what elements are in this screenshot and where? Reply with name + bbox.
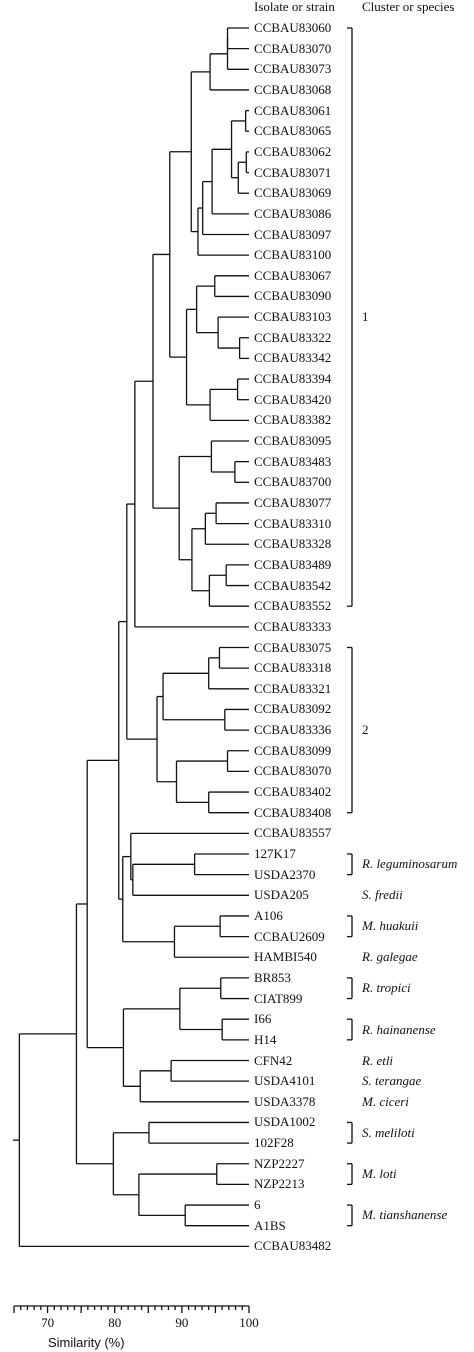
leaf-label: CCBAU83318: [254, 660, 332, 676]
cluster-label: S. terangae: [362, 1073, 422, 1089]
leaf-label: USDA3378: [254, 1093, 316, 1109]
x-axis-label: Similarity (%): [48, 1335, 125, 1350]
leaf-label: CCBAU83069: [254, 185, 332, 201]
leaf-label: CCBAU83070: [254, 40, 332, 56]
leaf-label: CCBAU83067: [254, 267, 332, 283]
axis-tick-label: 90: [175, 1315, 189, 1330]
leaf-label: CCBAU83095: [254, 433, 332, 448]
leaf-label: CCBAU83552: [254, 598, 332, 614]
leaf-label: CCBAU83322: [254, 329, 332, 345]
leaf-label: USDA205: [254, 887, 309, 903]
leaf-label: 127K17: [254, 846, 296, 861]
leaf-label: BR853: [254, 969, 291, 985]
leaf-label: CCBAU83070: [254, 763, 332, 779]
leaf-label: CCBAU2609: [254, 928, 325, 944]
leaf-label: 6: [254, 1197, 261, 1213]
leaf-label: CCBAU83700: [254, 474, 332, 490]
leaf-label: CCBAU83100: [254, 247, 332, 263]
axis-tick-label: 70: [41, 1315, 55, 1330]
leaf-label: CCBAU83557: [254, 825, 332, 841]
leaf-label: CCBAU83065: [254, 123, 332, 139]
cluster-label: 2: [362, 722, 369, 738]
leaf-label: H14: [254, 1031, 277, 1047]
leaf-label: CCBAU83092: [254, 701, 332, 717]
leaf-label: CCBAU83394: [254, 371, 332, 387]
cluster-column-header: Cluster or species: [362, 0, 455, 14]
leaf-label: CFN42: [254, 1052, 293, 1068]
leaf-label: CCBAU83542: [254, 577, 332, 593]
leaf-label: CCBAU83062: [254, 143, 332, 159]
cluster-label: 1: [362, 309, 369, 325]
leaf-label: CCBAU83068: [254, 81, 332, 97]
leaf-label: CCBAU83097: [254, 226, 332, 242]
leaf-label: CCBAU83077: [254, 494, 332, 510]
cluster-label: R. tropici: [362, 980, 411, 996]
leaf-label: CCBAU83321: [254, 680, 332, 696]
leaf-label: CCBAU83336: [254, 722, 332, 738]
leaf-label: CCBAU83071: [254, 164, 332, 180]
leaf-label: 102F28: [254, 1135, 294, 1151]
leaf-label: USDA2370: [254, 866, 316, 882]
leaf-label: CCBAU83099: [254, 742, 332, 758]
isolate-column-header: Isolate or strain: [254, 0, 335, 14]
leaf-label: CCBAU83310: [254, 515, 332, 531]
leaf-label: HAMBI540: [254, 949, 317, 965]
leaf-label: CCBAU83402: [254, 784, 332, 800]
leaf-label: NZP2213: [254, 1176, 305, 1192]
leaf-label: CCBAU83382: [254, 412, 332, 428]
leaf-label: CCBAU83408: [254, 804, 332, 820]
cluster-label: M. ciceri: [362, 1093, 409, 1109]
leaf-label: I66: [254, 1011, 272, 1027]
leaf-label: CCBAU83489: [254, 556, 332, 572]
leaf-label: USDA1002: [254, 1114, 316, 1130]
cluster-label: M. huakuii: [362, 918, 419, 934]
leaf-label: CCBAU83328: [254, 536, 332, 552]
leaf-label: CCBAU83086: [254, 205, 332, 221]
leaf-label: A1BS: [254, 1217, 286, 1233]
axis-tick-label: 100: [239, 1315, 259, 1330]
cluster-label: R. galegae: [362, 949, 418, 965]
leaf-label: CCBAU83333: [254, 618, 332, 634]
leaf-label: CCBAU83420: [254, 391, 332, 407]
cluster-label: R. leguminosarum: [362, 856, 458, 872]
leaf-label: A106: [254, 907, 283, 923]
cluster-label: M. tianshanense: [362, 1207, 448, 1223]
cluster-label: R. hainanense: [362, 1021, 436, 1037]
leaf-label: CCBAU83060: [254, 20, 332, 35]
cluster-label: R. etli: [362, 1052, 394, 1068]
leaf-label: CCBAU83073: [254, 61, 332, 77]
cluster-label: S. fredii: [362, 887, 403, 903]
leaf-label: CCBAU83075: [254, 639, 332, 655]
leaf-label: NZP2227: [254, 1155, 305, 1171]
leaf-label: CCBAU83103: [254, 309, 332, 325]
leaf-label: CCBAU83090: [254, 288, 332, 304]
leaf-label: CIAT899: [254, 990, 303, 1006]
cluster-label: M. loti: [362, 1166, 397, 1182]
leaf-label: CCBAU83482: [254, 1238, 332, 1254]
leaf-label: CCBAU83483: [254, 453, 332, 469]
leaf-label: CCBAU83061: [254, 102, 332, 118]
leaf-label: USDA4101: [254, 1073, 316, 1089]
axis-tick-label: 80: [108, 1315, 122, 1330]
leaf-label: CCBAU83342: [254, 350, 332, 366]
cluster-label: S. meliloti: [362, 1124, 415, 1140]
